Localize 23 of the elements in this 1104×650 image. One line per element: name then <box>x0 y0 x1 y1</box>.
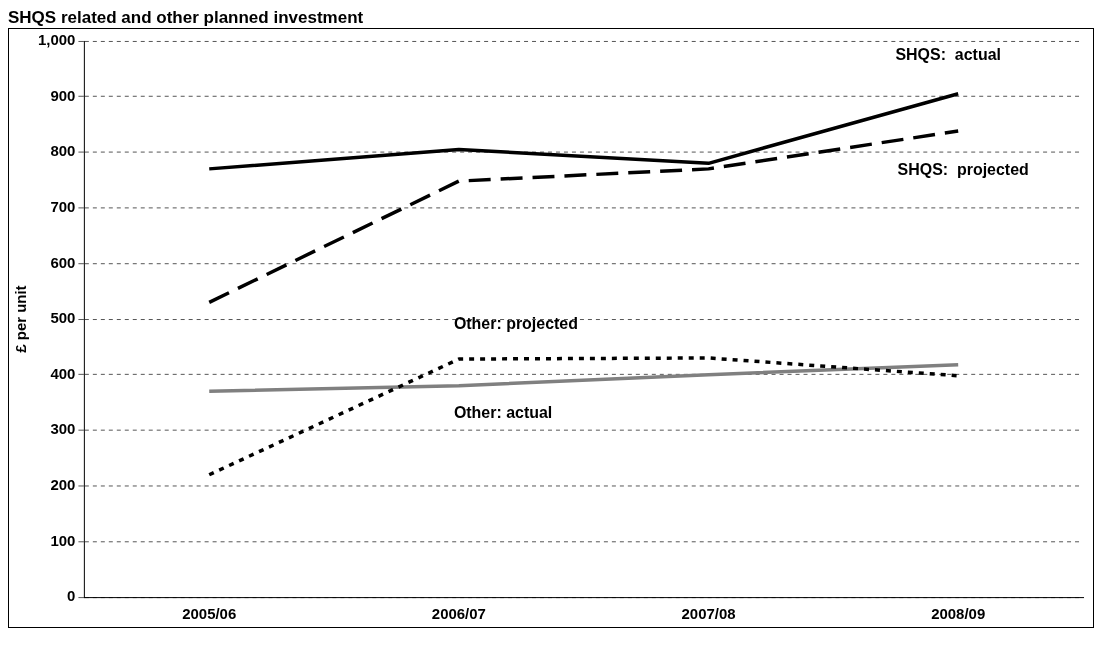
series-label: SHQS: projected <box>897 161 1029 179</box>
series-label: Other: projected <box>453 314 578 332</box>
line-series <box>207 129 960 305</box>
text: SHQS: actual <box>895 46 1001 64</box>
y-tick-label: 100 <box>50 531 76 549</box>
series-label: Other: actual <box>453 404 553 422</box>
x-tick-label: 2006/07 <box>431 605 486 623</box>
y-tick-label: 200 <box>50 476 76 493</box>
y-tick-label: 500 <box>50 309 76 327</box>
y-tick-label: 400 <box>50 364 76 382</box>
y-tick-label: 1,000 <box>37 31 76 49</box>
line-series <box>207 356 960 477</box>
chart-title: SHQS related and other planned investment <box>8 8 365 28</box>
y-tick-label: 700 <box>50 197 76 215</box>
y-tick-label: 900 <box>50 86 76 104</box>
y-axis-title: £ per unit <box>12 285 30 353</box>
x-tick-label: 2008/09 <box>931 605 986 623</box>
y-tick-label: 800 <box>50 142 76 160</box>
y-tick-label: 0 <box>67 587 76 605</box>
y-tick-label: 300 <box>50 420 76 438</box>
x-tick-label: 2007/08 <box>681 605 736 623</box>
y-tick-label: 600 <box>50 253 76 271</box>
x-tick-label: 2005/06 <box>182 605 237 623</box>
